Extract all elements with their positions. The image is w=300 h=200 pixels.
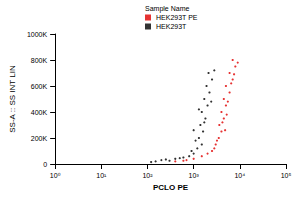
- svg-text:600K: 600K: [31, 83, 48, 90]
- svg-text:PCLO PE: PCLO PE: [153, 183, 189, 192]
- svg-text:HEK293T PE: HEK293T PE: [156, 14, 198, 21]
- svg-text:10²: 10²: [142, 172, 153, 179]
- svg-text:10⁰: 10⁰: [50, 172, 61, 179]
- svg-text:HEK293T: HEK293T: [156, 23, 187, 30]
- svg-text:200K: 200K: [31, 135, 48, 142]
- svg-text:400K: 400K: [31, 109, 48, 116]
- svg-text:Sample Name: Sample Name: [145, 5, 189, 13]
- svg-text:10⁵: 10⁵: [281, 172, 292, 179]
- svg-text:10¹: 10¹: [96, 172, 107, 179]
- svg-text:800K: 800K: [31, 57, 48, 64]
- svg-text:0: 0: [43, 161, 47, 168]
- svg-text:SS-A :: SS INT LIN: SS-A :: SS INT LIN: [8, 65, 17, 133]
- svg-text:1000K: 1000K: [27, 31, 48, 38]
- svg-text:10³: 10³: [189, 172, 200, 179]
- svg-text:10⁴: 10⁴: [234, 172, 245, 179]
